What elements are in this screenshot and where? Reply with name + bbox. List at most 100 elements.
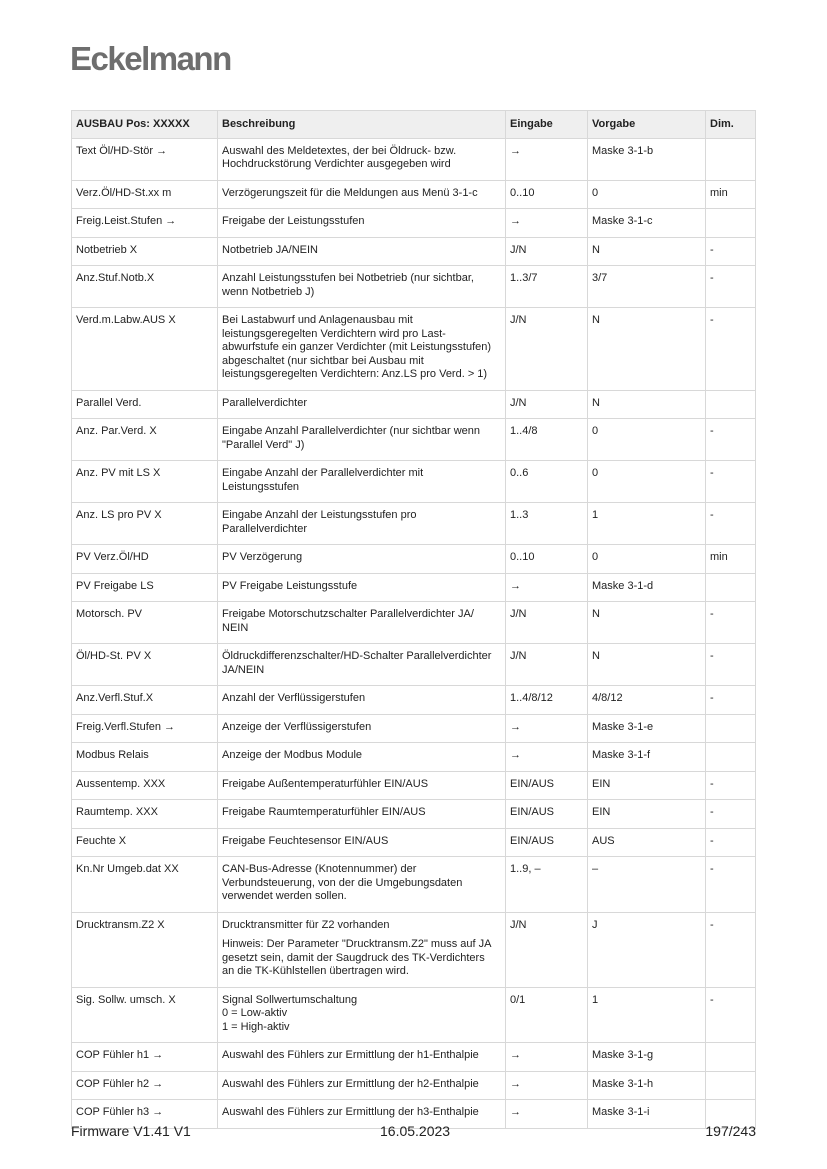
cell-param: Motorsch. PV — [71, 601, 218, 644]
cell-default-text: N — [592, 650, 600, 662]
cell-description: Notbetrieb JA/NEIN — [217, 236, 506, 266]
cell-default-text: N — [592, 314, 600, 326]
cell-description: Parallelverdichter — [217, 389, 506, 419]
cell-description: Anzahl Leistungsstufen bei Notbetrieb (n… — [217, 265, 506, 308]
header-dim: Dim. — [705, 110, 756, 139]
cell-description: Auswahl des Fühlers zur Ermittlung der h… — [217, 1099, 506, 1129]
cell-description: CAN-Bus-Adresse (Knotennummer) der Verbu… — [217, 856, 506, 913]
cell-input-text: J/N — [510, 918, 527, 931]
table-row: Modbus Relais Anzeige der Modbus Module → M… — [71, 742, 756, 772]
cell-description: Freigabe Raumtemperaturfühler EIN/AUS — [217, 799, 506, 829]
cell-input: → — [505, 1099, 588, 1129]
cell-input-text: → — [510, 144, 521, 157]
cell-param-text: Sig. Sollw. umsch. X — [76, 993, 176, 1006]
cell-dim: - — [705, 856, 756, 913]
table-row: Motorsch. PV Freigabe Motorschutzschalter… — [71, 601, 756, 644]
table-row: Kn.Nr Umgeb.dat XX CAN-Bus-Adresse (Knote… — [71, 856, 756, 913]
cell-default: 0 — [587, 460, 706, 503]
cell-default: EIN — [587, 799, 706, 829]
cell-input: 1..3 — [505, 502, 588, 545]
cell-input: EIN/AUS — [505, 827, 588, 857]
table-row: COP Fühler h1 → Auswahl des Fühlers zur E… — [71, 1042, 756, 1072]
cell-description: Drucktransmitter für Z2 vorhanden Hinweis… — [217, 911, 506, 988]
cell-input: 0..6 — [505, 460, 588, 503]
cell-description-text: Eingabe Anzahl der Parallelverdichter mi… — [222, 467, 424, 493]
cell-input-text: 1..4/8/12 — [510, 692, 553, 704]
cell-param-text: Kn.Nr Umgeb.dat XX — [76, 863, 179, 875]
cell-dim-text: - — [710, 777, 714, 790]
cell-input: → — [505, 572, 588, 602]
cell-param: Kn.Nr Umgeb.dat XX — [71, 856, 218, 913]
header-default: Vorgabe — [587, 110, 706, 139]
cell-dim — [705, 1070, 756, 1100]
cell-description: Freigabe der Leistungsstufen — [217, 208, 506, 238]
cell-description-text: Bei Lastabwurf und Anlagenausbau mit lei… — [222, 314, 492, 380]
cell-description-text: Freigabe Außentemperaturfühler EIN/AUS — [222, 777, 429, 790]
cell-description: Öldruckdifferenzschalter/HD-Schalter Par… — [217, 643, 506, 686]
cell-dim-text: - — [710, 918, 714, 931]
cell-dim: - — [705, 236, 756, 266]
cell-input-text: EIN/AUS — [510, 834, 555, 847]
cell-dim: - — [705, 460, 756, 503]
cell-description: Anzeige der Modbus Module — [217, 742, 506, 772]
cell-default-text: N — [592, 608, 600, 620]
cell-default-text: Maske 3-1-h — [592, 1077, 654, 1090]
cell-description-text: Notbetrieb JA/NEIN — [222, 243, 318, 256]
cell-param: Verd.m.Labw.AUS X — [71, 307, 218, 391]
cell-default: N — [587, 236, 706, 266]
cell-param-text: Öl/HD-St. PV X — [76, 650, 152, 662]
cell-input: → — [505, 713, 588, 743]
cell-param: Anz.Verfl.Stuf.X — [71, 685, 218, 715]
cell-default-text: Maske 3-1-c — [592, 215, 653, 227]
cell-input: 0/1 — [505, 986, 588, 1043]
footer-page-number: 197/243 — [705, 1123, 756, 1139]
cell-default-text: Maske 3-1-g — [592, 1049, 654, 1061]
cell-param-text: COP Fühler h1 → — [76, 1049, 164, 1061]
table-row: Öl/HD-St. PV X Öldruckdifferenzschalter/H… — [71, 643, 756, 686]
cell-description: Signal Sollwertumschaltung 0 = Low-aktiv… — [217, 986, 506, 1043]
cell-input: 1..4/8/12 — [505, 685, 588, 715]
cell-param-text: PV Verz.Öl/HD — [76, 551, 149, 563]
cell-description-text: Anzeige der Modbus Module — [222, 749, 363, 761]
cell-description: Anzahl der Verflüssigerstufen — [217, 685, 506, 715]
cell-default-text: 0 — [592, 186, 599, 199]
cell-input-text: 0..6 — [510, 467, 529, 479]
cell-param: Notbetrieb X — [71, 236, 218, 266]
cell-input-text: → — [510, 215, 521, 227]
cell-description: PV Freigabe Leistungsstufe — [217, 572, 506, 602]
cell-input-text: EIN/AUS — [510, 777, 555, 790]
cell-dim — [705, 713, 756, 743]
cell-input-text: → — [510, 1106, 521, 1118]
cell-default-text: 0 — [592, 551, 599, 563]
table-row: Anz. PV mit LS X Eingabe Anzahl der Paral… — [71, 460, 756, 503]
cell-default-text: Maske 3-1-f — [592, 749, 651, 761]
cell-dim-text: - — [710, 863, 714, 875]
cell-default-text: 1 — [592, 993, 599, 1006]
cell-default-text: N — [592, 243, 600, 256]
table-row: Anz. Par.Verd. X Eingabe Anzahl Parallelv… — [71, 418, 756, 461]
cell-input: → — [505, 1042, 588, 1072]
cell-dim: - — [705, 799, 756, 829]
cell-description: Auswahl des Meldetextes, der bei Öldruck… — [217, 137, 506, 181]
cell-input-text: 1..4/8 — [510, 425, 538, 437]
cell-input-text: 1..3 — [510, 509, 529, 521]
cell-input: J/N — [505, 389, 588, 419]
cell-param-text: Freig.Leist.Stufen → — [76, 215, 177, 227]
cell-param: Anz. Par.Verd. X — [71, 418, 218, 461]
table-row: Feuchte X Freigabe Feuchtesensor EIN/AUS … — [71, 827, 756, 857]
cell-dim: - — [705, 685, 756, 715]
header-param: AUSBAU Pos: XXXXX — [71, 110, 218, 139]
cell-input-text: J/N — [510, 314, 527, 326]
cell-description-text: Auswahl des Fühlers zur Ermittlung der h… — [222, 1077, 479, 1090]
cell-input-text: J/N — [510, 243, 527, 256]
cell-default: Maske 3-1-g — [587, 1042, 706, 1072]
table-row: Freig.Verfl.Stufen → Anzeige der Verflüss… — [71, 713, 756, 743]
cell-param-text: Verz.Öl/HD-St.xx m — [76, 186, 172, 199]
cell-input-text: → — [510, 579, 521, 592]
cell-param: Sig. Sollw. umsch. X — [71, 986, 218, 1043]
cell-description-text: Eingabe Anzahl der Leistungsstufen pro P… — [222, 509, 417, 535]
cell-input: EIN/AUS — [505, 770, 588, 800]
cell-dim: - — [705, 643, 756, 686]
table-row: Aussentemp. XXX Freigabe Außentemperaturf… — [71, 770, 756, 800]
cell-description-text: Eingabe Anzahl Parallelverdichter (nur s… — [222, 425, 481, 451]
